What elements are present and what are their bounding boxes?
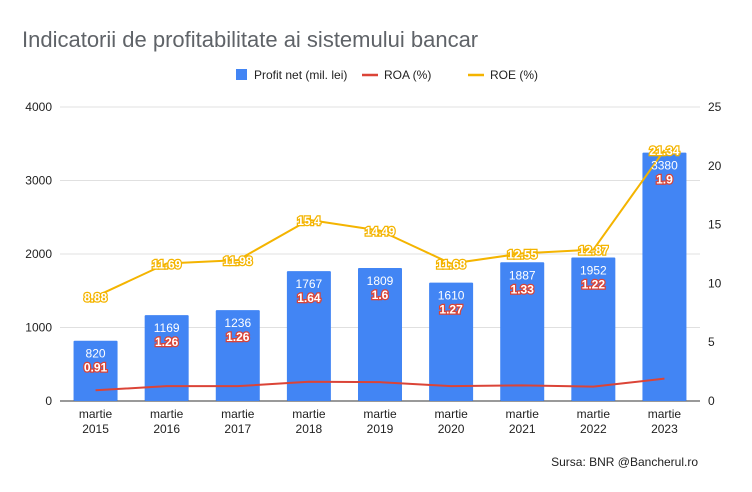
- y-axis-left: 0 1000 2000 3000 4000: [25, 100, 52, 408]
- roe-data-label: 8.88: [84, 291, 108, 305]
- profit-bar: [500, 262, 545, 401]
- profit-bar: [429, 282, 474, 401]
- y-right-tick-label: 25: [708, 100, 722, 114]
- profit-bar: [73, 340, 118, 401]
- x-tick-label-line: 2020: [438, 422, 465, 436]
- roe-data-label: 12.87: [578, 244, 608, 258]
- roe-data-label: 11.68: [436, 258, 466, 272]
- roa-data-label: 1.9: [656, 173, 673, 187]
- x-tick-label: martie 2020: [434, 407, 468, 436]
- legend-label: ROE (%): [490, 68, 538, 82]
- y-left-tick-label: 4000: [25, 100, 52, 114]
- x-tick-label: martie 2016: [150, 407, 184, 436]
- x-tick-label: martie 2018: [292, 407, 326, 436]
- roe-data-label: 21.34: [649, 144, 679, 158]
- y-right-tick-label: 20: [708, 159, 722, 173]
- roe-data-label: 11.69: [152, 258, 182, 272]
- profit-data-label: 1236: [224, 316, 251, 330]
- roe-data-label: 15.4: [297, 214, 321, 228]
- y-left-tick-label: 3000: [25, 174, 52, 188]
- x-tick-label-line: 2018: [296, 422, 323, 436]
- x-tick-label-line: martie: [648, 407, 682, 421]
- profit-data-label: 1169: [154, 321, 180, 335]
- x-tick-label-line: martie: [506, 407, 540, 421]
- roa-data-label: 1.33: [511, 282, 535, 296]
- profit-data-label: 1952: [580, 264, 607, 278]
- y-right-tick-label: 15: [708, 218, 722, 232]
- roa-data-label: 1.26: [155, 335, 179, 349]
- profit-data-label: 1887: [509, 268, 536, 282]
- x-tick-label-line: martie: [363, 407, 397, 421]
- x-tick-label-line: martie: [79, 407, 113, 421]
- profit-bar: [144, 315, 189, 401]
- roa-data-label: 0.91: [84, 361, 108, 375]
- profit-bar: [358, 268, 402, 401]
- x-tick-label-line: 2022: [580, 422, 607, 436]
- x-tick-label-line: martie: [221, 407, 255, 421]
- profit-bar: [215, 310, 260, 401]
- legend-label: Profit net (mil. lei): [254, 68, 347, 82]
- roa-line: [95, 377, 665, 392]
- roa-data-label: 1.64: [297, 291, 321, 305]
- legend: Profit net (mil. lei) ROA (%) ROE (%): [236, 68, 538, 82]
- data-labels: 820 1169 1236 1767 1809 1610 1887 1952 3380 0.91 1…: [83, 143, 681, 376]
- y-right-tick-label: 5: [708, 335, 715, 349]
- y-left-tick-label: 0: [45, 394, 52, 408]
- y-left-tick-label: 1000: [25, 321, 52, 335]
- x-tick-label-line: martie: [434, 407, 468, 421]
- roe-line: [95, 149, 666, 298]
- y-axis-right: 0 5 10 15 20 25: [708, 100, 722, 408]
- x-tick-label: martie 2019: [363, 407, 397, 436]
- legend-label: ROA (%): [384, 68, 431, 82]
- x-tick-label-line: 2016: [153, 422, 180, 436]
- x-tick-label: martie 2021: [506, 407, 540, 436]
- x-tick-label-line: 2019: [367, 422, 394, 436]
- chart-title: Indicatorii de profitabilitate ai sistem…: [22, 27, 478, 52]
- x-tick-label-line: martie: [150, 407, 184, 421]
- profit-data-label: 820: [86, 347, 106, 361]
- profit-data-label: 1767: [296, 277, 323, 291]
- roa-data-label: 1.22: [582, 278, 606, 292]
- profit-bar: [286, 271, 331, 401]
- x-tick-label-line: 2017: [224, 422, 251, 436]
- roa-data-label: 1.27: [439, 303, 463, 317]
- x-tick-label: martie 2017: [221, 407, 255, 436]
- source-note: Sursa: BNR @Bancherul.ro: [551, 455, 698, 469]
- x-tick-label-line: martie: [577, 407, 611, 421]
- roe-data-label: 12.55: [507, 247, 537, 261]
- y-left-tick-label: 2000: [25, 247, 52, 261]
- profit-bar: [642, 152, 687, 401]
- profit-bars: [73, 152, 687, 401]
- series-lines: [95, 149, 666, 392]
- profit-data-label: 3380: [651, 159, 678, 173]
- y-right-tick-label: 10: [708, 276, 722, 290]
- x-tick-label-line: 2015: [82, 422, 109, 436]
- legend-swatch-profit: [236, 69, 247, 80]
- profit-data-label: 1610: [438, 289, 465, 303]
- roa-data-label: 1.26: [226, 330, 250, 344]
- x-tick-label-line: 2021: [509, 422, 536, 436]
- y-right-tick-label: 0: [708, 394, 715, 408]
- profit-data-label: 1809: [367, 274, 394, 288]
- x-tick-label-line: martie: [292, 407, 326, 421]
- roa-data-label: 1.6: [372, 288, 389, 302]
- roe-data-label: 11.98: [223, 254, 253, 268]
- x-tick-label: martie 2015: [79, 407, 113, 436]
- x-tick-label: martie 2022: [577, 407, 611, 436]
- x-tick-label-line: 2023: [651, 422, 678, 436]
- roe-data-label: 14.49: [365, 225, 395, 239]
- x-tick-label: martie 2023: [648, 407, 682, 436]
- profit-bar: [571, 257, 616, 401]
